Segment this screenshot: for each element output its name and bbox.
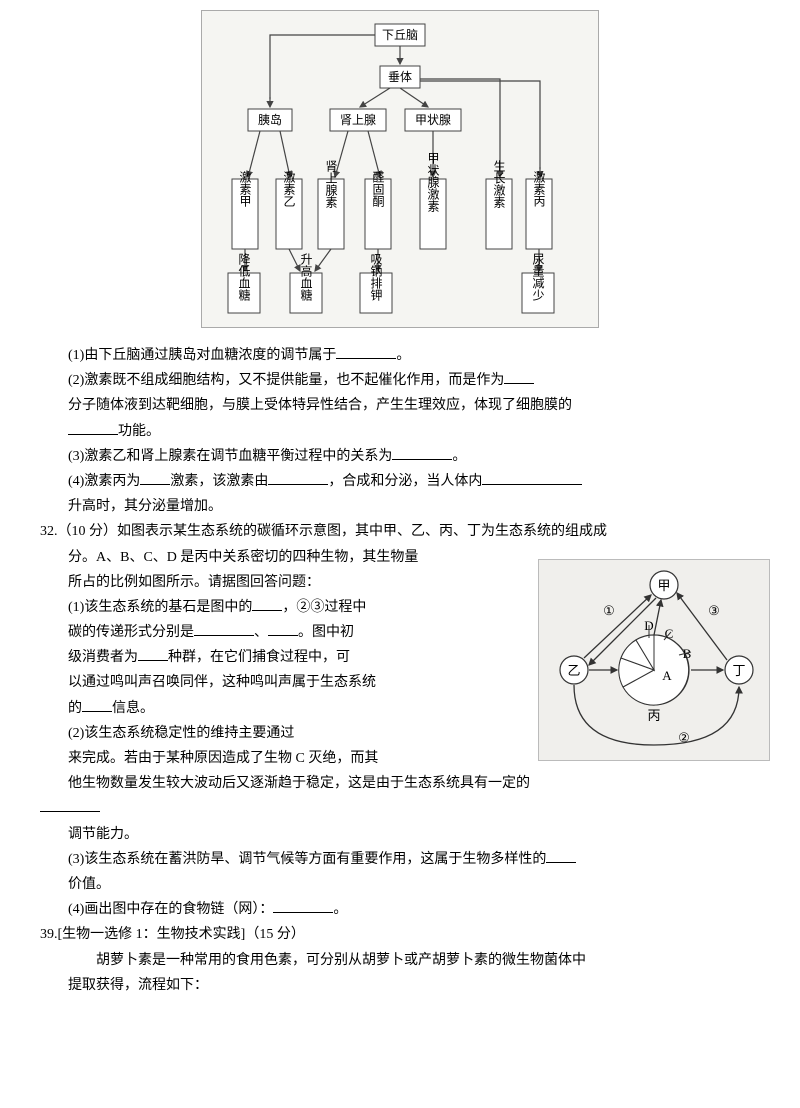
question-39: 39.[生物一选修 1：生物技术实践]（15 分） 胡萝卜素是一种常用的食用色素… (40, 922, 760, 998)
svg-text:甲状腺激素: 甲状腺激素 (426, 152, 440, 212)
q39-title: 39.[生物一选修 1：生物技术实践]（15 分） (40, 922, 760, 947)
node-hypothalamus: 下丘脑 (382, 28, 418, 42)
q31-2c: 功能。 (118, 424, 160, 439)
blank (268, 635, 298, 636)
blank (392, 459, 452, 460)
blank (140, 484, 170, 485)
blank (68, 434, 118, 435)
node-ding: 丁 (732, 663, 745, 678)
edge-3: ③ (708, 603, 720, 618)
question-31-body: (1)由下丘脑通过胰岛对血糖浓度的调节属于。 (2)激素既不组成细胞结构，又不提… (40, 343, 760, 519)
svg-text:肾上腺素: 肾上腺素 (324, 160, 338, 208)
node-bing: 丙 (647, 708, 660, 723)
q31-2a: (2)激素既不组成细胞结构，又不提供能量，也不起催化作用，而是作为 (68, 373, 504, 388)
carbon-cycle-diagram: 甲 乙 丁 A B C D 丙 ① ③ ② (538, 559, 770, 761)
pie-C: C (665, 626, 674, 641)
pie-A: A (662, 668, 672, 683)
svg-text:激素丙: 激素丙 (532, 171, 546, 207)
blank (138, 660, 168, 661)
blank (273, 912, 333, 913)
blank (504, 383, 534, 384)
blank (194, 635, 254, 636)
node-pancreas: 胰岛 (258, 112, 282, 127)
endocrine-diagram: 下丘脑 垂体 胰岛 肾上腺 甲状腺 激素甲 激素乙 肾上腺素 醛固酮 甲状腺激素… (201, 10, 599, 328)
blank (546, 862, 576, 863)
blank (268, 484, 328, 485)
q31-3: (3)激素乙和肾上腺素在调节血糖平衡过程中的关系为 (68, 449, 392, 464)
node-yi: 乙 (567, 663, 580, 678)
svg-text:尿量减少: 尿量减少 (531, 253, 545, 301)
blank (40, 811, 100, 812)
q31-2b: 分子随体液到达靶细胞，与膜上受体特异性结合，产生生理效应，体现了细胞膜的 (68, 398, 572, 413)
svg-text:生长激素: 生长激素 (492, 160, 506, 208)
q31-1: (1)由下丘脑通过胰岛对血糖浓度的调节属于 (68, 348, 336, 363)
svg-text:激素乙: 激素乙 (282, 171, 296, 207)
edge-1: ① (603, 603, 615, 618)
hormone-boxes: 激素甲 激素乙 肾上腺素 醛固酮 甲状腺激素 生长激素 激素丙 (232, 152, 552, 249)
node-adrenal: 肾上腺 (340, 113, 376, 127)
svg-text:降低血糖: 降低血糖 (237, 253, 251, 302)
question-32: 32.（10 分）如图表示某生态系统的碳循环示意图，其中甲、乙、丙、丁为生态系统… (40, 519, 760, 922)
node-pituitary: 垂体 (388, 70, 412, 84)
blank (82, 711, 112, 712)
svg-text:激素甲: 激素甲 (238, 171, 252, 207)
q31-4a: (4)激素丙为 (68, 474, 140, 489)
q31-4d: 升高时，其分泌量增加。 (68, 499, 222, 514)
node-jia: 甲 (657, 578, 670, 593)
node-thyroid: 甲状腺 (415, 113, 451, 127)
blank (252, 610, 282, 611)
svg-text:升高血糖: 升高血糖 (299, 253, 313, 302)
svg-text:吸钠排钾: 吸钠排钾 (369, 253, 383, 301)
blank (336, 358, 396, 359)
q32-title: 32.（10 分）如图表示某生态系统的碳循环示意图，其中甲、乙、丙、丁为生态系统… (40, 519, 760, 544)
edge-2: ② (678, 730, 690, 745)
blank (482, 484, 582, 485)
effect-boxes: 降低血糖 升高血糖 吸钠排钾 尿量减少 (228, 253, 554, 313)
svg-text:醛固酮: 醛固酮 (371, 170, 385, 208)
